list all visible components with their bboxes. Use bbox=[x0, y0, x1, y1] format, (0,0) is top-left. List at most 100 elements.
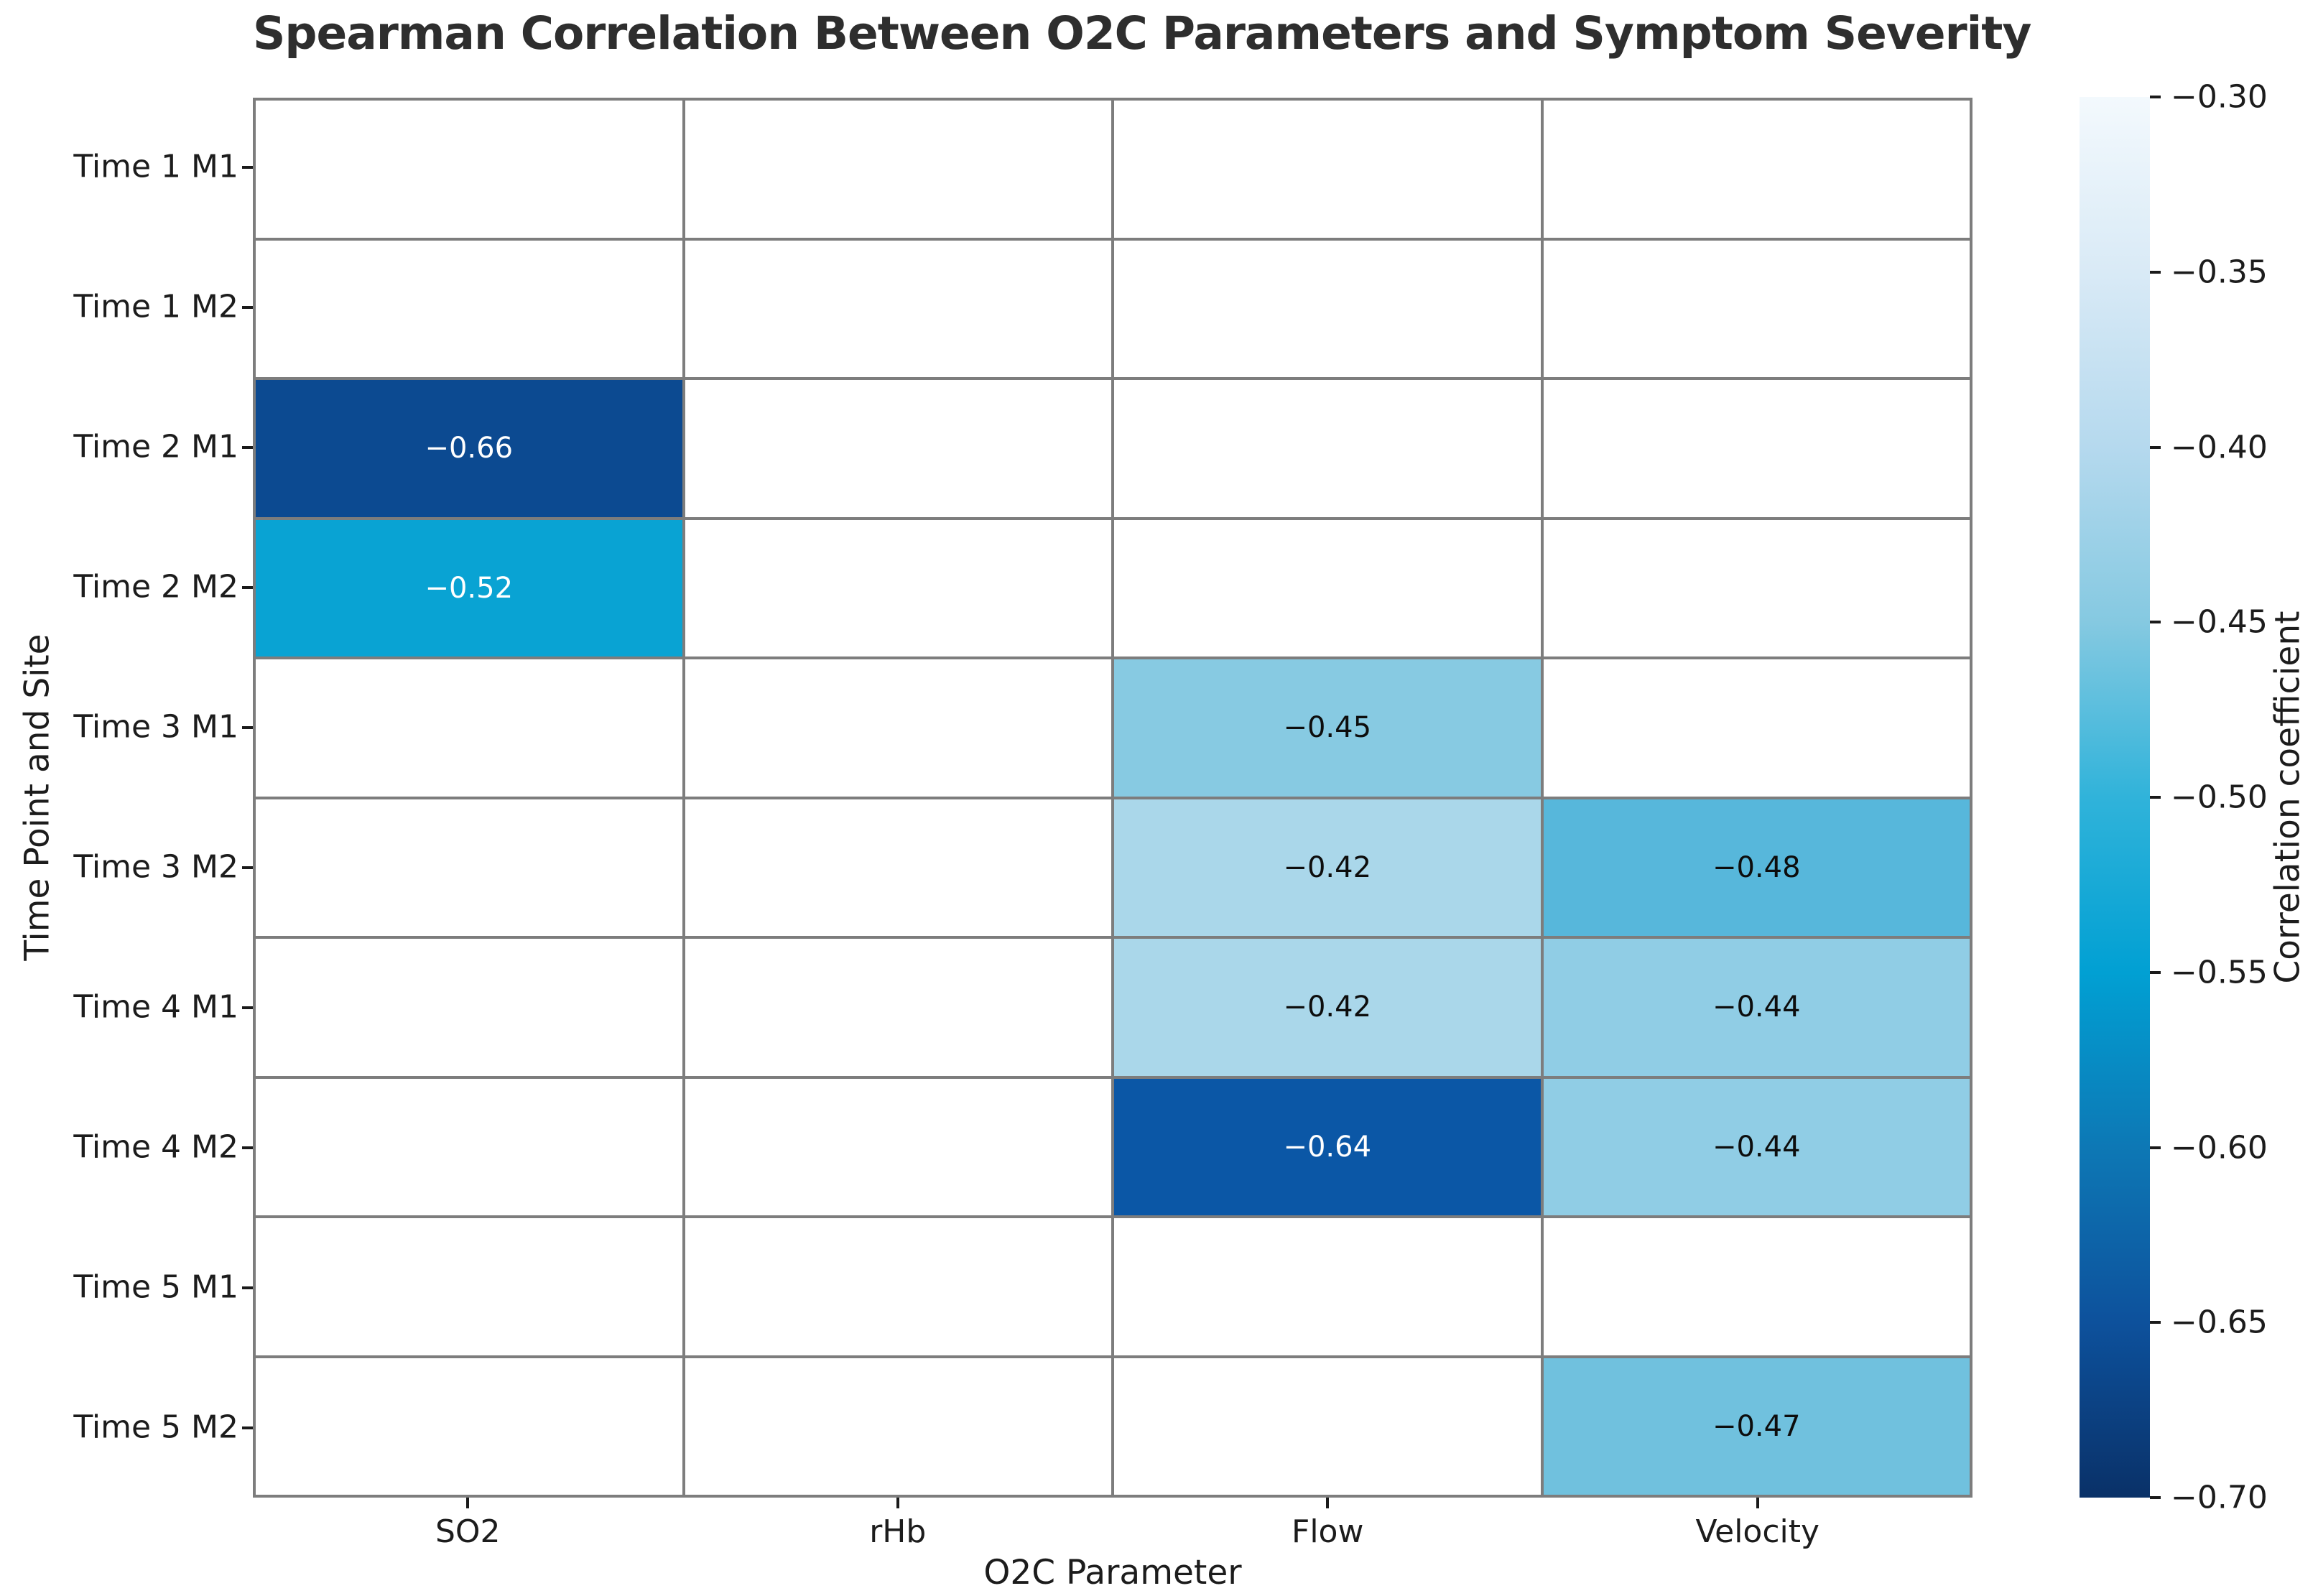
tick-mark bbox=[2150, 96, 2161, 98]
heatmap-cell bbox=[685, 380, 1111, 517]
y-tick-label: Time 2 M2 bbox=[73, 568, 238, 606]
tick-mark bbox=[242, 1426, 253, 1429]
colorbar-tick-label: −0.30 bbox=[2171, 78, 2268, 116]
cell-value: −0.42 bbox=[1283, 990, 1372, 1024]
x-tick-label: SO2 bbox=[435, 1513, 501, 1550]
tick-mark bbox=[896, 1498, 899, 1508]
y-tick-label: Time 1 M2 bbox=[73, 288, 238, 325]
y-tick-label: Time 4 M2 bbox=[73, 1128, 238, 1166]
tick-mark bbox=[2150, 621, 2161, 624]
y-tick-label: Time 3 M1 bbox=[73, 708, 238, 746]
colorbar-gradient bbox=[2080, 97, 2150, 1498]
tick-mark bbox=[242, 306, 253, 310]
tick-mark bbox=[2150, 1321, 2161, 1324]
cell-value: −0.45 bbox=[1283, 711, 1372, 745]
tick-mark bbox=[242, 1146, 253, 1149]
heatmap-cell: −0.44 bbox=[1543, 939, 1970, 1076]
heatmap-cell bbox=[1114, 101, 1541, 238]
heatmap-cell: −0.64 bbox=[1114, 1078, 1541, 1215]
heatmap-cell bbox=[685, 799, 1111, 936]
y-tick-label: Time 5 M2 bbox=[73, 1409, 238, 1446]
heatmap-cell bbox=[1114, 1358, 1541, 1495]
heatmap-cell bbox=[1543, 659, 1970, 797]
x-axis-label: O2C Parameter bbox=[983, 1553, 1242, 1592]
x-tick-label: Velocity bbox=[1695, 1513, 1820, 1550]
cell-value: −0.66 bbox=[425, 432, 514, 465]
cell-value: −0.44 bbox=[1712, 1130, 1801, 1164]
cell-value: −0.44 bbox=[1712, 990, 1801, 1024]
colorbar-tick-label: −0.70 bbox=[2171, 1479, 2268, 1516]
heatmap-cell: −0.47 bbox=[1543, 1358, 1970, 1495]
tick-mark bbox=[2150, 796, 2161, 799]
colorbar-tick-label: −0.40 bbox=[2171, 429, 2268, 465]
heatmap-cell bbox=[685, 939, 1111, 1076]
colorbar-tick-label: −0.55 bbox=[2171, 954, 2268, 991]
colorbar-tick-label: −0.45 bbox=[2171, 603, 2268, 641]
heatmap-cell bbox=[1114, 1218, 1541, 1355]
cell-value: −0.47 bbox=[1712, 1409, 1801, 1443]
tick-mark bbox=[2150, 1146, 2161, 1149]
heatmap-cell bbox=[1114, 380, 1541, 517]
heatmap-cell: −0.66 bbox=[256, 380, 682, 517]
x-tick-label: rHb bbox=[869, 1513, 927, 1550]
heatmap-cell: −0.52 bbox=[256, 519, 682, 657]
y-tick-label: Time 2 M1 bbox=[73, 428, 238, 465]
tick-mark bbox=[2150, 270, 2161, 274]
cell-value: −0.42 bbox=[1283, 850, 1372, 884]
heatmap-cell bbox=[256, 799, 682, 936]
heatmap-cell bbox=[1114, 240, 1541, 377]
tick-mark bbox=[2150, 970, 2161, 974]
tick-mark bbox=[242, 586, 253, 590]
heatmap-cell bbox=[685, 1078, 1111, 1215]
cell-value: −0.48 bbox=[1712, 850, 1801, 884]
heatmap-cell: −0.42 bbox=[1114, 939, 1541, 1076]
colorbar-label: Correlation coefficient bbox=[2268, 611, 2308, 984]
tick-mark bbox=[242, 866, 253, 869]
y-axis-label: Time Point and Site bbox=[17, 634, 57, 961]
tick-mark bbox=[242, 726, 253, 730]
heatmap-grid: −0.66 −0.52 −0.45 −0.42 −0.48 −0.42 −0.44 −0.64… bbox=[253, 98, 1972, 1498]
heatmap-cell bbox=[1114, 519, 1541, 657]
y-tick-label: Time 1 M1 bbox=[73, 148, 238, 185]
tick-mark bbox=[242, 166, 253, 170]
tick-mark bbox=[242, 1006, 253, 1009]
cell-value: −0.64 bbox=[1283, 1130, 1372, 1164]
heatmap-cell bbox=[685, 1218, 1111, 1355]
heatmap-cell bbox=[256, 659, 682, 797]
heatmap-cell: −0.48 bbox=[1543, 799, 1970, 936]
tick-mark bbox=[242, 1286, 253, 1289]
heatmap-cell bbox=[256, 1218, 682, 1355]
tick-mark bbox=[1756, 1498, 1759, 1508]
heatmap-cell bbox=[1543, 1218, 1970, 1355]
colorbar-tick-label: −0.65 bbox=[2171, 1304, 2268, 1341]
heatmap-cell bbox=[1543, 101, 1970, 238]
colorbar-tick-label: −0.35 bbox=[2171, 254, 2268, 291]
colorbar-tick-label: −0.50 bbox=[2171, 779, 2268, 816]
heatmap-cell bbox=[685, 659, 1111, 797]
heatmap-cell bbox=[256, 240, 682, 377]
y-tick-label: Time 5 M1 bbox=[73, 1268, 238, 1306]
colorbar-tick-label: −0.60 bbox=[2171, 1129, 2268, 1166]
tick-mark bbox=[2150, 445, 2161, 449]
tick-mark bbox=[2150, 1496, 2161, 1499]
heatmap-cell bbox=[685, 1358, 1111, 1495]
heatmap-cell bbox=[685, 101, 1111, 238]
heatmap-cell bbox=[685, 240, 1111, 377]
heatmap-cell: −0.45 bbox=[1114, 659, 1541, 797]
chart-title: Spearman Correlation Between O2C Paramet… bbox=[253, 7, 2031, 60]
heatmap-cell bbox=[256, 939, 682, 1076]
x-tick-label: Flow bbox=[1292, 1513, 1364, 1550]
heatmap-cell bbox=[256, 101, 682, 238]
heatmap-cell bbox=[685, 519, 1111, 657]
heatmap-cell: −0.44 bbox=[1543, 1078, 1970, 1215]
tick-mark bbox=[242, 446, 253, 450]
cell-value: −0.52 bbox=[425, 571, 514, 605]
heatmap-cell bbox=[1543, 380, 1970, 517]
tick-mark bbox=[466, 1498, 470, 1508]
heatmap-cell bbox=[1543, 240, 1970, 377]
y-tick-label: Time 4 M1 bbox=[73, 988, 238, 1026]
heatmap-cell bbox=[256, 1358, 682, 1495]
heatmap-cell bbox=[1543, 519, 1970, 657]
tick-mark bbox=[1326, 1498, 1330, 1508]
